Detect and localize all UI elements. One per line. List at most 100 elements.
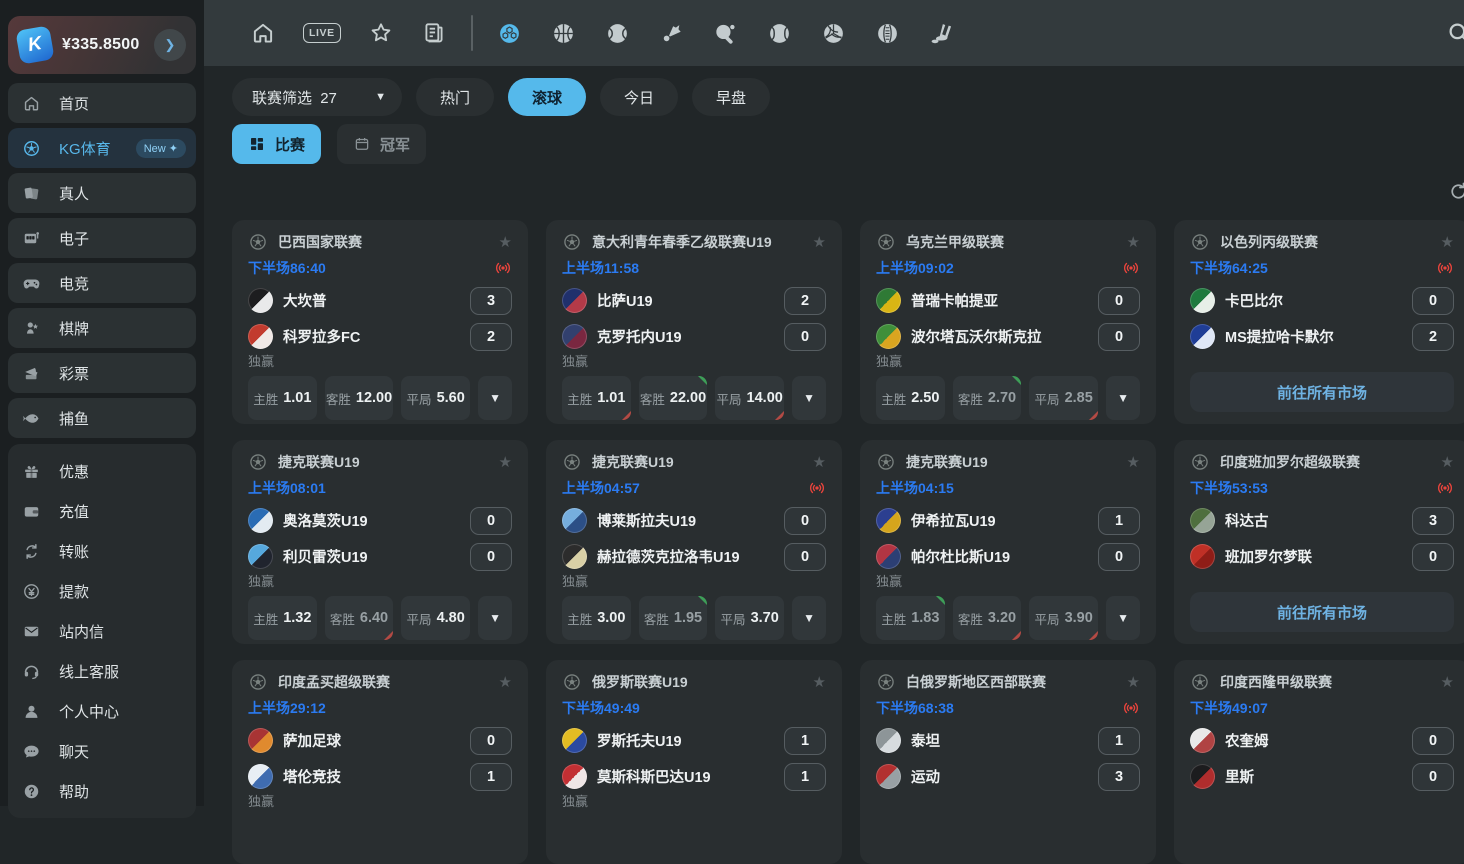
sidebar-item[interactable]: 聊天	[8, 731, 196, 771]
team-row: 莫斯科斯巴达U19 1	[562, 762, 826, 791]
odds-button[interactable]: 客胜 12.00	[324, 376, 394, 420]
more-odds-button[interactable]: ▼	[478, 376, 513, 420]
teams-list: 伊希拉瓦U19 1 帕尔杜比斯U19 0	[876, 506, 1140, 571]
view-tab[interactable]: 冠军	[337, 124, 427, 164]
favorite-star-icon[interactable]: ★	[1126, 454, 1140, 471]
live-nav-icon[interactable]: LIVE	[303, 23, 341, 43]
team-score: 2	[470, 322, 512, 351]
team-logo	[876, 728, 901, 753]
odds-button[interactable]: 主胜 2.50	[876, 376, 945, 420]
sidebar-item[interactable]: 充值	[8, 491, 196, 531]
odds-button[interactable]: 平局 4.80	[401, 596, 471, 640]
card-header: 白俄罗斯地区西部联赛 ★	[876, 672, 1140, 692]
filter-tab[interactable]: 早盘	[692, 78, 771, 116]
favorite-star-icon[interactable]: ★	[812, 454, 826, 471]
sport-icon[interactable]	[497, 21, 522, 46]
sidebar-item-label: 个人中心	[59, 703, 120, 721]
more-odds-button[interactable]: ▼	[792, 376, 827, 420]
odds-value: 1.95	[673, 610, 703, 626]
odds-button[interactable]: 客胜 3.20	[952, 596, 1022, 640]
home-icon[interactable]	[250, 20, 276, 46]
odds-up-indicator	[1012, 376, 1022, 385]
sidebar-item[interactable]: 电竞	[8, 263, 196, 303]
sport-icon[interactable]	[929, 21, 954, 46]
odds-button[interactable]: 主胜 1.83	[876, 596, 945, 640]
sidebar-item[interactable]: 首页	[8, 83, 196, 123]
sidebar-item[interactable]: KG体育 New ✦	[8, 128, 196, 168]
team-name: 泰坦	[911, 734, 940, 750]
more-odds-button[interactable]: ▼	[1106, 376, 1141, 420]
sidebar-item[interactable]: 提款	[8, 571, 196, 611]
team-score: 2	[1412, 322, 1454, 351]
odds-button[interactable]: 客胜 2.70	[952, 376, 1022, 420]
teams-list: 卡巴比尔 0 MS提拉哈卡默尔 2	[1190, 286, 1454, 351]
team-logo	[876, 764, 901, 789]
odds-button[interactable]: 客胜 1.95	[638, 596, 708, 640]
odds-button[interactable]: 平局 3.70	[715, 596, 785, 640]
filter-tab[interactable]: 热门	[416, 78, 495, 116]
more-odds-button[interactable]: ▼	[1106, 596, 1141, 640]
odds-button[interactable]: 主胜 1.32	[248, 596, 317, 640]
league-filter-dropdown[interactable]: 联赛筛选 27 ▼	[232, 78, 402, 116]
odds-button[interactable]: 客胜 22.00	[638, 376, 708, 420]
favorite-star-icon[interactable]: ★	[812, 234, 826, 251]
sidebar-item[interactable]: 站内信	[8, 611, 196, 651]
odds-row: 主胜 1.32 客胜 6.40	[248, 596, 513, 640]
sidebar-item[interactable]: 个人中心	[8, 691, 196, 731]
filter-tab[interactable]: 今日	[600, 78, 679, 116]
sidebar-item[interactable]: 彩票	[8, 353, 196, 393]
view-tab[interactable]: 比赛	[232, 124, 322, 164]
sport-icon[interactable]	[713, 21, 738, 46]
sport-icon[interactable]	[605, 21, 630, 46]
odds-button[interactable]: 平局 14.00	[715, 376, 785, 420]
odds-button[interactable]: 平局 2.85	[1029, 376, 1099, 420]
more-odds-button[interactable]: ▼	[792, 596, 827, 640]
sidebar-item[interactable]: 捕鱼	[8, 398, 196, 438]
odds-button[interactable]: 主胜 1.01	[248, 376, 317, 420]
odds-button[interactable]: 客胜 6.40	[324, 596, 394, 640]
all-markets-button[interactable]: 前往所有市场	[1190, 372, 1454, 412]
more-odds-button[interactable]: ▼	[478, 596, 513, 640]
sidebar-item[interactable]: 真人	[8, 173, 196, 213]
favorite-star-icon[interactable]: ★	[1440, 674, 1454, 691]
favorites-star-icon[interactable]	[368, 20, 394, 46]
odds-button[interactable]: 平局 3.90	[1029, 596, 1099, 640]
favorite-star-icon[interactable]: ★	[812, 674, 826, 691]
favorite-star-icon[interactable]: ★	[1126, 674, 1140, 691]
team-logo	[248, 508, 273, 533]
card-header: 捷克联赛U19 ★	[248, 452, 512, 472]
favorite-star-icon[interactable]: ★	[498, 454, 512, 471]
favorite-star-icon[interactable]: ★	[498, 674, 512, 691]
sidebar-item[interactable]: 棋牌	[8, 308, 196, 348]
sidebar-item[interactable]: 电子	[8, 218, 196, 258]
all-markets-button[interactable]: 前往所有市场	[1190, 592, 1454, 632]
sport-icon[interactable]	[659, 21, 684, 46]
odds-button[interactable]: 主胜 1.01	[562, 376, 631, 420]
match-card: 捷克联赛U19 ★ 上半场08:01 奥洛莫茨U19 0	[232, 440, 528, 644]
odds-row	[248, 816, 512, 860]
team-name: 博莱斯拉夫U19	[597, 514, 697, 530]
sport-icon[interactable]	[821, 21, 846, 46]
chevron-right-icon[interactable]: ❯	[154, 29, 186, 61]
search-icon[interactable]	[1445, 19, 1464, 46]
sidebar-item[interactable]: 优惠	[8, 451, 196, 491]
odds-button[interactable]: 主胜 3.00	[562, 596, 631, 640]
sidebar-item-label: 真人	[59, 185, 90, 203]
view-tab-label: 比赛	[275, 136, 306, 154]
sidebar-item[interactable]: 帮助	[8, 771, 196, 811]
sidebar-item[interactable]: 转账	[8, 531, 196, 571]
filter-tab[interactable]: 滚球	[508, 78, 587, 116]
favorite-star-icon[interactable]: ★	[498, 234, 512, 251]
sport-icon[interactable]	[875, 21, 900, 46]
odds-button[interactable]: 平局 5.60	[401, 376, 471, 420]
sport-icon[interactable]	[767, 21, 792, 46]
favorite-star-icon[interactable]: ★	[1440, 454, 1454, 471]
favorite-star-icon[interactable]: ★	[1126, 234, 1140, 251]
favorite-star-icon[interactable]: ★	[1440, 234, 1454, 251]
sidebar-item[interactable]: 线上客服	[8, 651, 196, 691]
team-row: 帕尔杜比斯U19 0	[876, 542, 1140, 571]
refresh-icon[interactable]	[1447, 180, 1464, 203]
team-logo	[562, 544, 587, 569]
sport-icon[interactable]	[551, 21, 576, 46]
news-icon[interactable]	[421, 20, 447, 46]
